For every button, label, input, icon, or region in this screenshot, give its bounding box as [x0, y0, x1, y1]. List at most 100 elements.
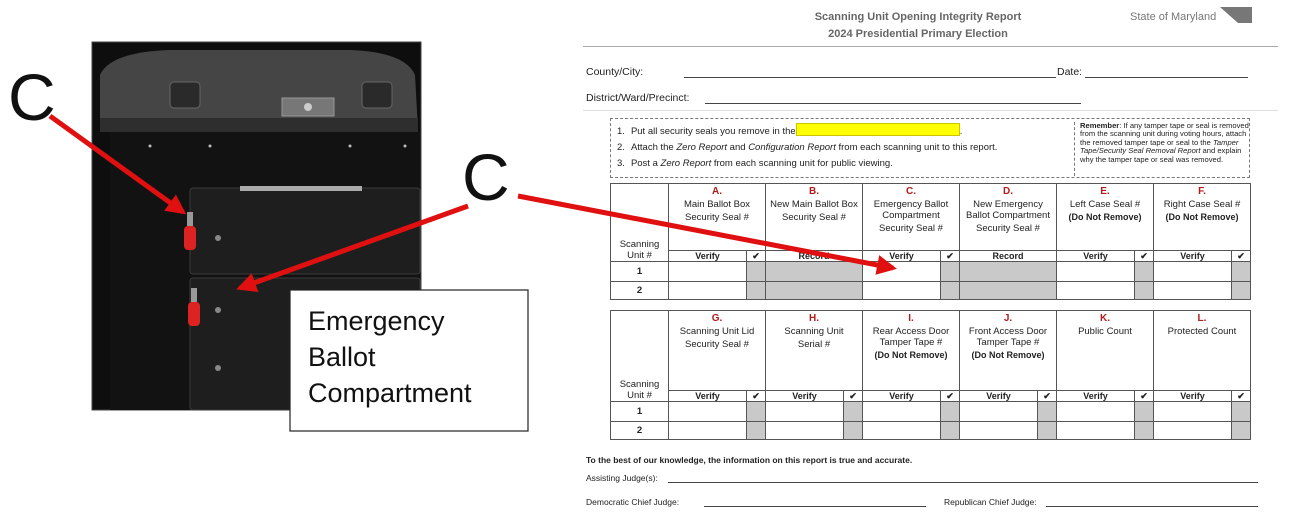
check-label: ✔ — [843, 390, 863, 402]
field-label: Date: — [1057, 66, 1083, 78]
column-letter: F. — [1198, 186, 1206, 197]
c-label: C — [462, 140, 510, 214]
column-header: J. Front Access Door Tamper Tape # (Do Not… — [959, 310, 1057, 391]
signature-label: Republican Chief Judge: — [944, 497, 1037, 507]
mode-label: Verify — [1153, 250, 1232, 262]
remember-text: and explain why the tamper tape or seal … — [1080, 146, 1242, 164]
column-header: F. Right Case Seal # (Do Not Remove) — [1153, 183, 1251, 251]
table-body: Scanning Unit # A. Main Ballot Box Security… — [610, 183, 1251, 300]
check-cell — [746, 281, 766, 300]
entry-cell — [1056, 261, 1135, 282]
column-letter: H. — [809, 313, 819, 324]
column-title: Scanning Unit Lid — [679, 326, 755, 337]
mode-label: Verify — [1056, 390, 1135, 402]
field-label: District/Ward/Precinct: — [586, 92, 690, 104]
row-number: 1 — [610, 261, 669, 282]
column-note: (Do Not Remove) — [1165, 212, 1239, 222]
column-letter: C. — [906, 186, 916, 197]
record-cell — [765, 261, 863, 282]
column-title: Security Seal # — [782, 212, 846, 223]
subheader-row: Verify ✔ Record Verify ✔ Record Verify ✔ Verify ✔ — [611, 250, 1251, 262]
row-number: 2 — [610, 281, 669, 300]
column-title: Main Ballot Box — [683, 199, 750, 210]
c-label: C — [8, 60, 56, 134]
check-cell — [746, 401, 766, 422]
report-title: Scanning Unit Opening Integrity Report — [814, 11, 1022, 23]
entry-cell — [1056, 421, 1135, 440]
scanner-lid — [100, 50, 418, 130]
remember-text: Tamper Tape/Security Seal Removal Report — [1080, 137, 1239, 156]
column-header: K. Public Count — [1056, 310, 1154, 391]
screw — [148, 144, 152, 148]
column-letter: I. — [908, 313, 914, 324]
column-title: New Main Ballot Box — [770, 199, 858, 210]
column-note: (Do Not Remove) — [971, 350, 1045, 360]
mode-label: Verify — [668, 390, 747, 402]
column-title: Security Seal # — [976, 223, 1040, 234]
record-cell — [765, 281, 863, 300]
check-label: ✔ — [1134, 250, 1154, 262]
upper-door — [189, 187, 421, 275]
entry-cell — [765, 401, 844, 422]
record-cell — [959, 261, 1057, 282]
red-seal — [184, 226, 196, 250]
check-cell — [746, 421, 766, 440]
instruction-text: Zero Report — [676, 142, 728, 153]
column-title: Security Seal # — [685, 212, 749, 223]
state-name: State of Maryland — [1130, 11, 1217, 23]
check-cell — [940, 261, 960, 282]
divider — [583, 110, 1278, 111]
latch — [361, 81, 393, 109]
mode-label: Record — [959, 250, 1057, 262]
instructions-list: 1. Put all security seals you remove in t… — [617, 123, 1069, 174]
lid-edge — [100, 118, 418, 132]
entry-cell — [668, 281, 747, 300]
instruction-text: Configuration Report — [748, 142, 836, 153]
check-cell — [940, 401, 960, 422]
check-label: ✔ — [1134, 390, 1154, 402]
instruction-text: Zero Report — [660, 158, 712, 169]
entry-cell — [1153, 281, 1232, 300]
column-letter: A. — [712, 186, 722, 197]
callout-line: Emergency — [308, 306, 445, 336]
instruction-number: 3. — [617, 158, 625, 169]
column-header: B. New Main Ballot Box Security Seal # — [765, 183, 863, 251]
check-cell — [1231, 261, 1251, 282]
remember-note: Remember: If any tamper tape or seal is … — [1074, 121, 1252, 176]
table-body: Scanning Unit # G. Scanning Unit Lid Securi… — [610, 310, 1251, 440]
mode-label: Verify — [1056, 250, 1135, 262]
arrow — [48, 113, 187, 215]
check-cell — [1231, 401, 1251, 422]
callout-box — [289, 289, 529, 432]
instruction-text: . — [959, 126, 963, 137]
check-cell — [843, 421, 863, 440]
header-row: Scanning Unit # G. Scanning Unit Lid Securi… — [610, 310, 1251, 402]
screw — [403, 144, 407, 148]
column-header: G. Scanning Unit Lid Security Seal # — [668, 310, 766, 391]
instruction-number: 2. — [617, 142, 625, 153]
column-letter: K. — [1100, 313, 1110, 324]
entry-cell — [1153, 401, 1232, 422]
column-title: Security Seal # — [685, 339, 749, 350]
field-line — [684, 77, 1056, 78]
column-title: Left Case Seal # — [1069, 199, 1141, 210]
check-cell — [843, 401, 863, 422]
row-number: 1 — [610, 401, 669, 422]
signature-label: Democratic Chief Judge: — [586, 497, 680, 507]
check-cell — [1134, 281, 1154, 300]
column-note: (Do Not Remove) — [1068, 212, 1142, 222]
check-label: ✔ — [1231, 390, 1251, 402]
column-title: Right Case Seal # — [1163, 199, 1241, 210]
data-row: 1 — [610, 401, 1251, 422]
check-label: ✔ — [1231, 250, 1251, 262]
seal-table: Scanning Unit # A. Main Ballot Box Security… — [610, 183, 1251, 300]
ballot-slot — [240, 186, 362, 191]
column-letter: D. — [1003, 186, 1013, 197]
highlight-field — [795, 123, 960, 136]
state-icon — [1220, 7, 1252, 23]
entry-cell — [1056, 281, 1135, 300]
mode-label: Verify — [668, 250, 747, 262]
report-subtitle: 2024 Presidential Primary Election — [828, 28, 1008, 40]
